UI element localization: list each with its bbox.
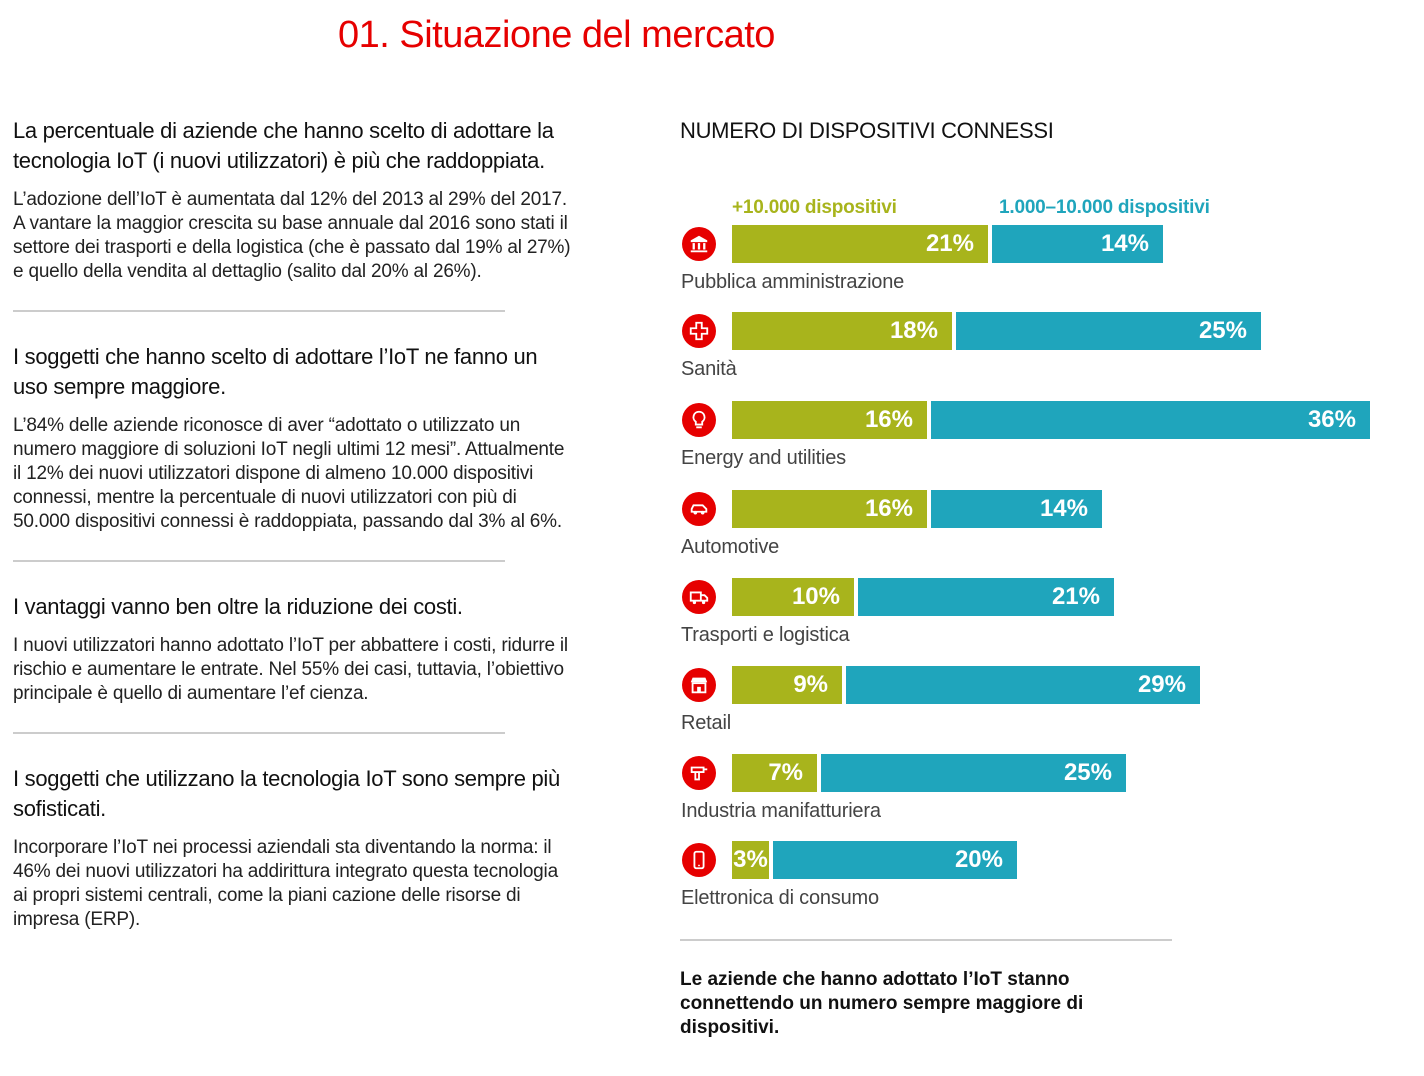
chart-row-sanita: 18% 25% Sanità bbox=[680, 312, 1400, 396]
divider bbox=[13, 310, 505, 312]
bar-large-deployments: 3% bbox=[732, 841, 769, 879]
chart-row-elettronica-di-consumo: 3% 20% Elettronica di consumo bbox=[680, 841, 1400, 925]
health-cross-icon bbox=[682, 314, 716, 348]
section-body: L’84% delle aziende riconosce di aver “a… bbox=[13, 415, 565, 532]
bar-large-deployments: 10% bbox=[732, 578, 854, 616]
section-benefits: I vantaggi vanno ben oltre la riduzione … bbox=[13, 592, 573, 706]
category-label: Industria manifatturiera bbox=[681, 800, 881, 822]
category-label: Energy and utilities bbox=[681, 447, 846, 469]
category-label: Sanità bbox=[681, 358, 737, 380]
truck-icon bbox=[682, 580, 716, 614]
chart-divider bbox=[680, 939, 1172, 941]
shop-icon bbox=[682, 668, 716, 702]
text-column: La percentuale di aziende che hanno scel… bbox=[13, 116, 573, 932]
bar-large-deployments: 18% bbox=[732, 312, 952, 350]
section-sophistication: I soggetti che utilizzano la tecnologia … bbox=[13, 764, 573, 932]
category-label: Retail bbox=[681, 712, 731, 734]
section-adoption: La percentuale di aziende che hanno scel… bbox=[13, 116, 573, 284]
bar-medium-deployments: 14% bbox=[992, 225, 1163, 263]
bar-large-deployments: 16% bbox=[732, 490, 927, 528]
lightbulb-icon bbox=[682, 403, 716, 437]
chart-row-pubblica-amministrazione: 21% 14% Pubblica amministrazione bbox=[680, 225, 1400, 309]
chart-row-automotive: 16% 14% Automotive bbox=[680, 490, 1400, 574]
section-heading: La percentuale di aziende che hanno scel… bbox=[13, 118, 554, 173]
chart-footer: Le aziende che hanno adottato l’IoT stan… bbox=[680, 969, 1084, 1038]
chart-row-trasporti-e-logistica: 10% 21% Trasporti e logistica bbox=[680, 578, 1400, 662]
page-title: 01. Situazione del mercato bbox=[338, 14, 775, 56]
category-label: Pubblica amministrazione bbox=[681, 271, 905, 293]
bar-medium-deployments: 29% bbox=[846, 666, 1200, 704]
divider bbox=[13, 732, 505, 734]
section-heading: I soggetti che hanno scelto di adottare … bbox=[13, 344, 538, 399]
section-body: Incorporare l’IoT nei processi aziendali… bbox=[13, 837, 558, 930]
category-label: Elettronica di consumo bbox=[681, 887, 879, 909]
bar-medium-deployments: 21% bbox=[858, 578, 1114, 616]
bar-large-deployments: 21% bbox=[732, 225, 988, 263]
chart-title: NUMERO DI DISPOSITIVI CONNESSI bbox=[680, 118, 1054, 143]
chart-row-energy-and-utilities: 16% 36% Energy and utilities bbox=[680, 401, 1400, 485]
chart-row-industria-manifatturiera: 7% 25% Industria manifatturiera bbox=[680, 754, 1400, 838]
section-body: L’adozione dell’IoT è aumentata dal 12% … bbox=[13, 189, 571, 282]
legend-series-medium: 1.000–10.000 dispositivi bbox=[999, 197, 1210, 218]
category-label: Trasporti e logistica bbox=[681, 624, 850, 646]
bar-medium-deployments: 36% bbox=[931, 401, 1370, 439]
section-heading: I vantaggi vanno ben oltre la riduzione … bbox=[13, 594, 463, 619]
legend-series-large: +10.000 dispositivi bbox=[732, 197, 897, 218]
bar-medium-deployments: 25% bbox=[821, 754, 1126, 792]
bar-medium-deployments: 20% bbox=[773, 841, 1017, 879]
category-label: Automotive bbox=[681, 536, 780, 558]
smartphone-icon bbox=[682, 843, 716, 877]
bar-medium-deployments: 25% bbox=[956, 312, 1261, 350]
bank-icon bbox=[682, 227, 716, 261]
bar-medium-deployments: 14% bbox=[931, 490, 1102, 528]
bar-large-deployments: 7% bbox=[732, 754, 817, 792]
car-icon bbox=[682, 492, 716, 526]
drill-icon bbox=[682, 756, 716, 790]
section-heading: I soggetti che utilizzano la tecnologia … bbox=[13, 766, 560, 821]
bar-large-deployments: 9% bbox=[732, 666, 842, 704]
section-body: I nuovi utilizzatori hanno adottato l’Io… bbox=[13, 635, 568, 704]
divider bbox=[13, 560, 505, 562]
chart-row-retail: 9% 29% Retail bbox=[680, 666, 1400, 750]
bar-large-deployments: 16% bbox=[732, 401, 927, 439]
section-usage: I soggetti che hanno scelto di adottare … bbox=[13, 342, 573, 534]
